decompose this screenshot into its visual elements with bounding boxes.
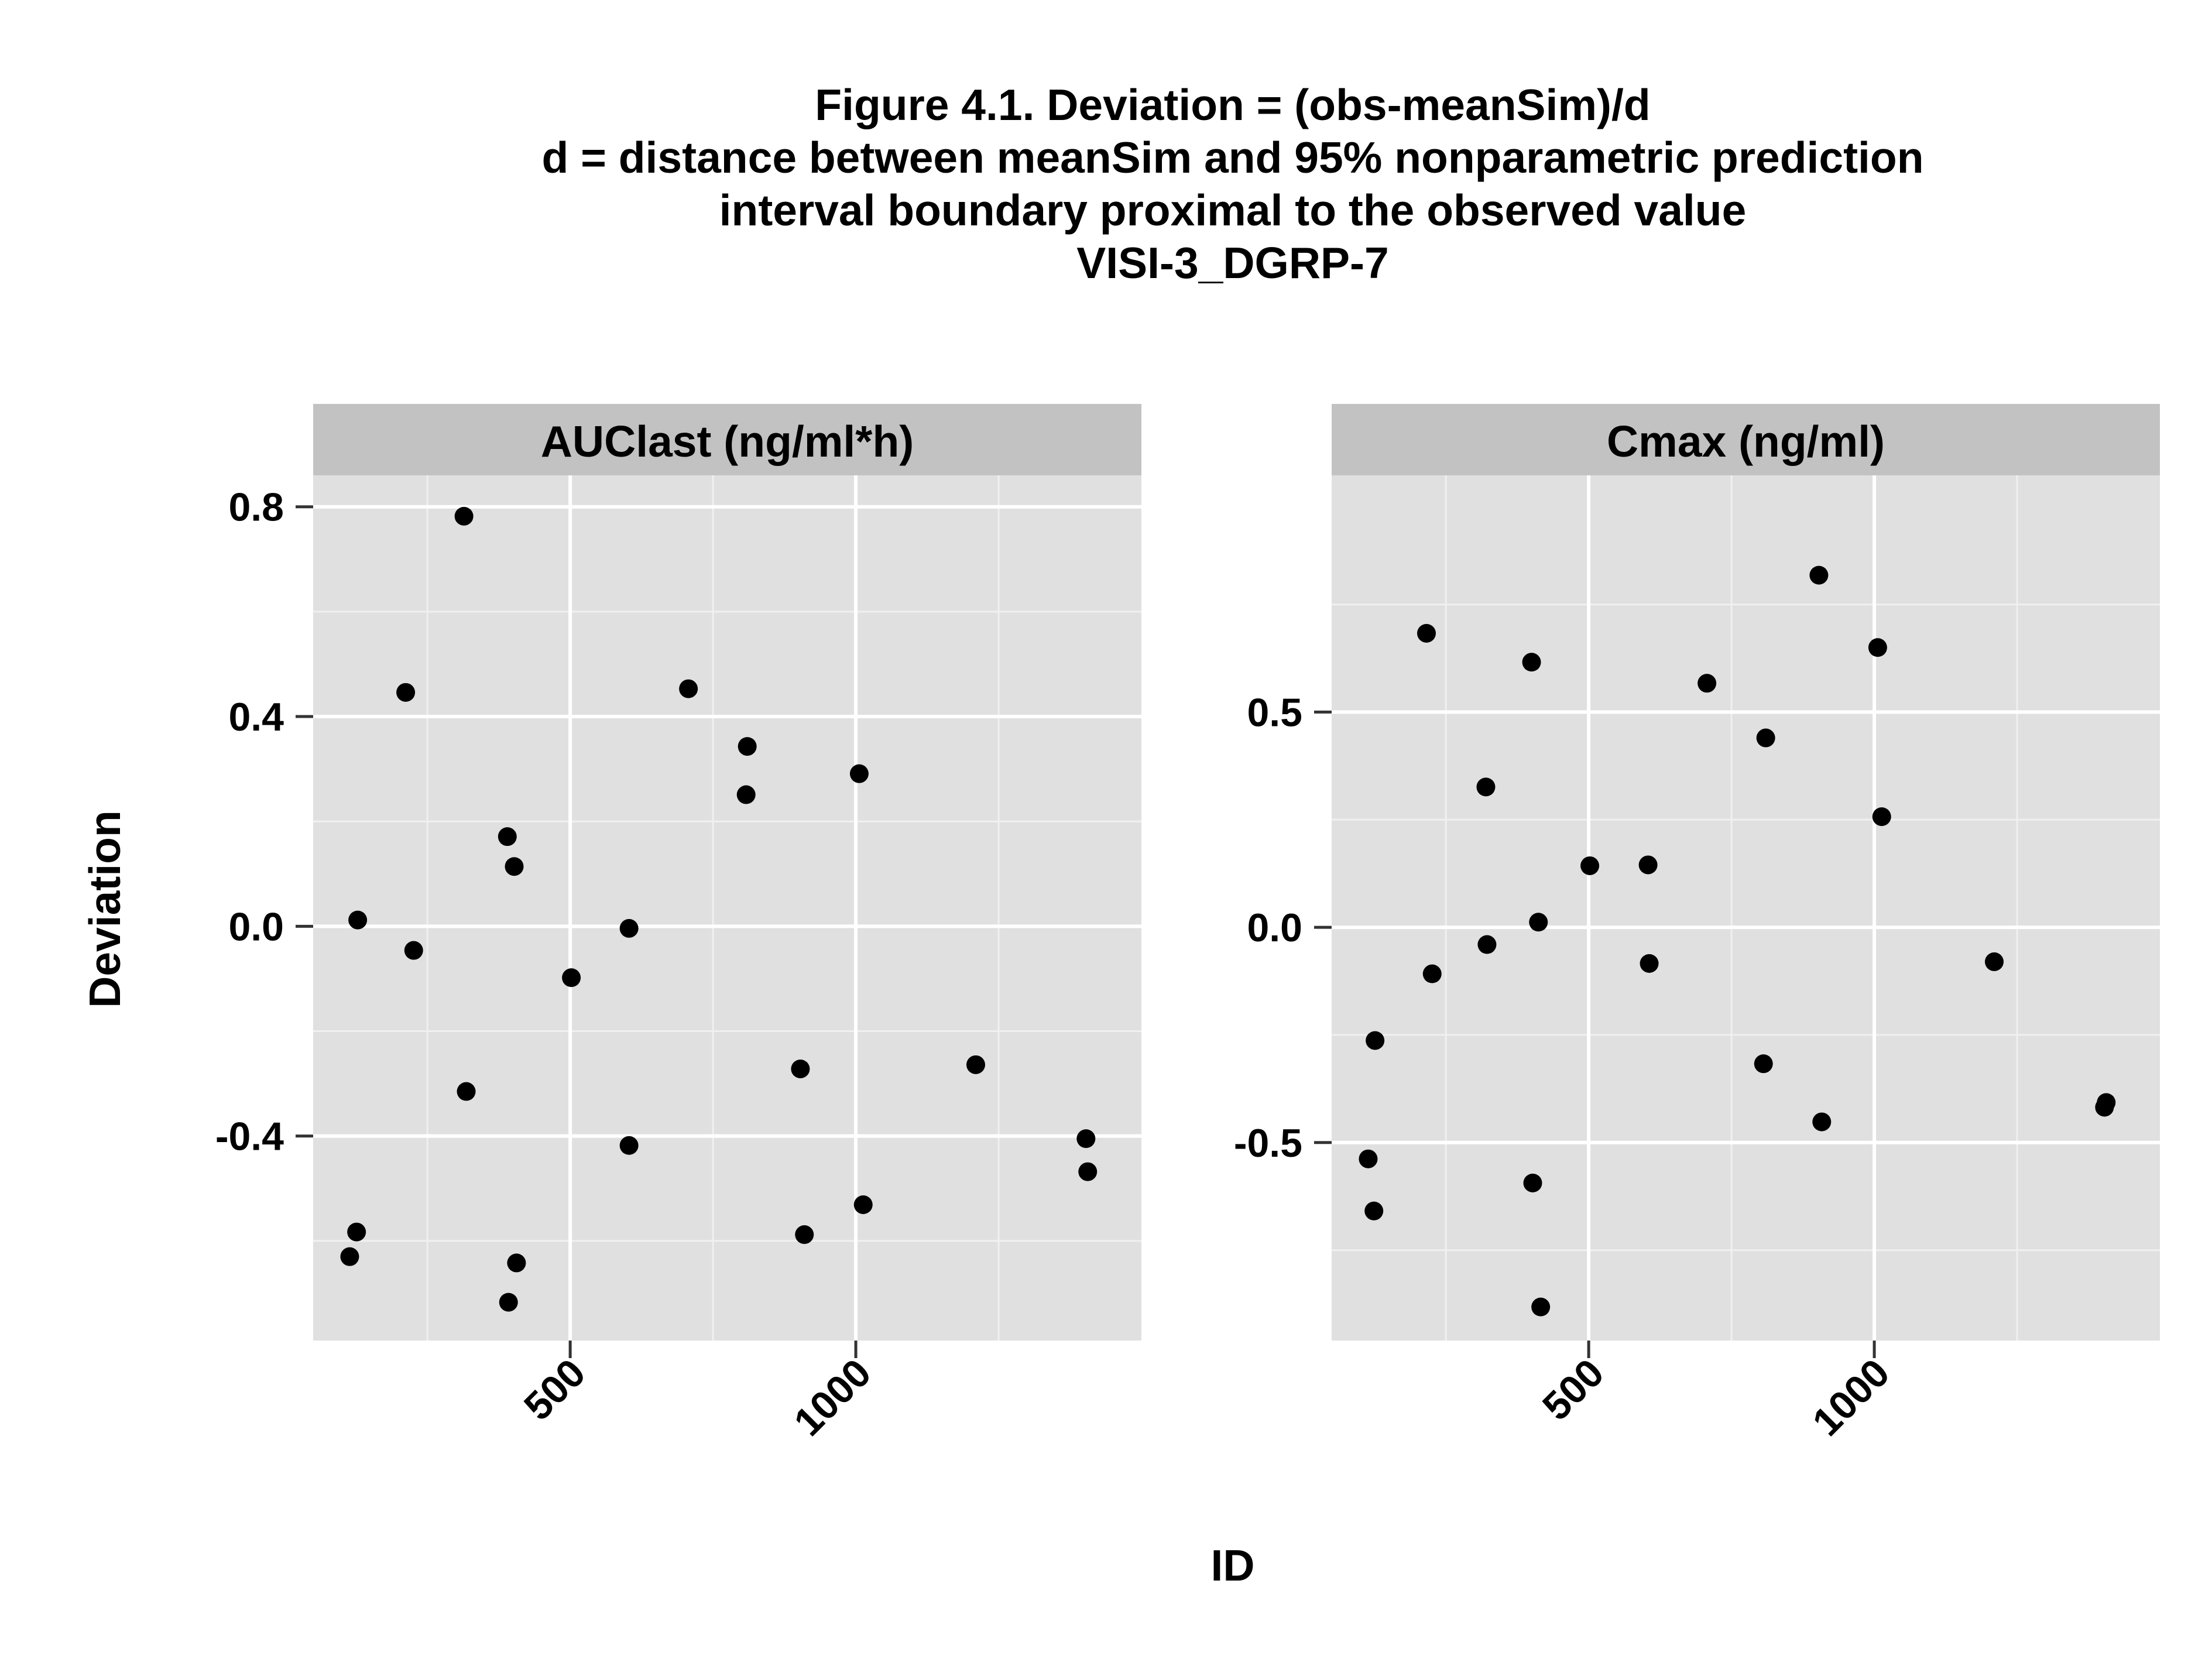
x-tick-label: 1000 [786,1350,880,1445]
title-line-3: interval boundary proximal to the observ… [719,186,1747,235]
data-point [498,827,517,846]
data-point [1638,855,1658,875]
data-point [795,1225,814,1245]
facet-strip-label: AUClast (ng/ml*h) [541,417,914,466]
data-point [348,910,368,930]
data-point [1364,1201,1384,1221]
facet-panel: Cmax (ng/ml) -0.5 0.0 0.5 500 1000 [1234,404,2160,1445]
data-point [457,1082,476,1101]
data-point [619,1136,639,1155]
data-point [849,764,869,783]
y-tick-label: -0.4 [215,1115,284,1159]
data-point [1812,1112,1832,1132]
chart-title: Figure 4.1. Deviation = (obs-meanSim)/d … [541,80,1923,287]
data-point [1417,623,1436,643]
data-point [1868,638,1887,657]
facet-panel: AUClast (ng/ml*h) -0.4 0.0 0.4 0.8 500 1000 [215,404,1141,1445]
data-point [679,679,698,698]
data-point [1477,935,1497,954]
data-point [1754,1054,1773,1074]
x-tick-label: 1000 [1804,1350,1898,1445]
data-point [966,1055,985,1074]
facet-strip-label: Cmax (ng/ml) [1607,417,1885,466]
data-point [1529,913,1548,932]
data-point [1531,1297,1551,1317]
x-tick-label: 500 [1534,1350,1613,1429]
x-axis-title: ID [1211,1541,1255,1590]
panel-background [1332,475,2160,1341]
data-point [1985,952,2004,971]
data-point [404,941,423,960]
data-point [1422,964,1442,983]
y-tick-label: 0.0 [228,904,284,949]
data-point [619,918,639,938]
data-point [2097,1093,2116,1112]
data-point [1076,1129,1096,1149]
data-point [736,785,756,804]
data-point [1809,565,1829,585]
data-point [454,506,474,526]
data-point [1476,777,1496,797]
data-point [396,683,416,702]
data-point [1872,807,1891,827]
data-point [791,1059,810,1078]
data-point [499,1293,518,1312]
data-point [505,857,524,876]
data-point [738,737,757,756]
data-point [1756,728,1775,748]
data-point [562,968,581,988]
data-point [1359,1149,1378,1168]
data-point [1078,1162,1098,1181]
x-tick-label: 500 [516,1350,594,1429]
title-line-1: Figure 4.1. Deviation = (obs-meanSim)/d [815,80,1650,129]
facet-strip [313,404,1141,475]
data-point [853,1195,873,1214]
y-tick-label: 0.8 [228,485,284,530]
data-point [1523,1173,1542,1192]
data-point [1640,954,1659,973]
data-point [1366,1031,1385,1050]
data-point [1580,856,1600,875]
y-tick-label: -0.5 [1234,1121,1302,1166]
data-point [1522,653,1541,672]
y-tick-label: 0.0 [1247,906,1302,950]
y-axis-title: Deviation [80,810,129,1008]
facet-strip [1332,404,2160,475]
title-line-4: VISI-3_DGRP-7 [1076,238,1389,287]
panel-background [313,475,1141,1341]
data-point [340,1247,359,1266]
y-tick-label: 0.5 [1247,690,1302,735]
data-point [347,1222,366,1242]
y-tick-label: 0.4 [228,695,284,739]
title-line-2: d = distance between meanSim and 95% non… [541,133,1923,182]
data-point [507,1253,526,1273]
data-point [1697,674,1717,693]
